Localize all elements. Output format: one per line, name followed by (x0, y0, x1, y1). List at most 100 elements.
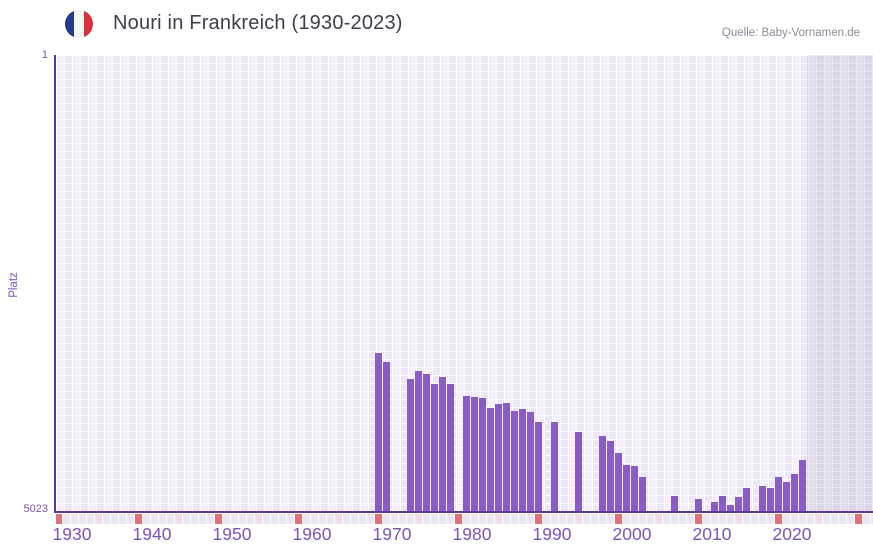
timeline-tick (751, 514, 758, 524)
bar-2000[interactable] (631, 466, 638, 511)
timeline-tick (367, 514, 374, 524)
bar-2018[interactable] (775, 477, 782, 511)
timeline-tick (471, 514, 478, 524)
timeline-tick (375, 514, 382, 524)
timeline-tick (215, 514, 222, 524)
bar-1977[interactable] (447, 383, 454, 511)
bar-2011[interactable] (719, 496, 726, 511)
timeline-tick (863, 514, 870, 524)
timeline-tick (87, 514, 94, 524)
timeline-tick (479, 514, 486, 524)
bar-1975[interactable] (431, 383, 438, 511)
timeline-tick (191, 514, 198, 524)
bar-2005[interactable] (671, 496, 678, 511)
timeline-tick (767, 514, 774, 524)
timeline-tick (255, 514, 262, 524)
timeline-tick (103, 514, 110, 524)
bar-2010[interactable] (711, 502, 718, 511)
timeline-tick (791, 514, 798, 524)
flag-stripe-red (83, 10, 93, 38)
bar-2019[interactable] (783, 482, 790, 511)
timeline-tick (431, 514, 438, 524)
bar-2012[interactable] (727, 504, 734, 511)
bar-1974[interactable] (423, 373, 430, 511)
timeline-tick (815, 514, 822, 524)
timeline-tick (503, 514, 510, 524)
timeline-tick (143, 514, 150, 524)
timeline-tick (263, 514, 270, 524)
chart-title: Nouri in Frankreich (1930-2023) (113, 12, 403, 34)
timeline-tick (439, 514, 446, 524)
bar-1993[interactable] (575, 431, 582, 511)
bar-2001[interactable] (639, 477, 646, 511)
timeline-tick (287, 514, 294, 524)
timeline-tick (383, 514, 390, 524)
bar-1976[interactable] (439, 377, 446, 511)
y-axis-line (54, 55, 56, 513)
bar-1979[interactable] (463, 396, 470, 511)
bar-2017[interactable] (767, 488, 774, 511)
bar-1997[interactable] (607, 440, 614, 511)
bar-1968[interactable] (375, 353, 382, 511)
bar-1987[interactable] (527, 411, 534, 511)
x-tick-label-1970: 1970 (372, 524, 412, 544)
bar-1973[interactable] (415, 371, 422, 511)
bar-1984[interactable] (503, 402, 510, 511)
bar-2020[interactable] (791, 474, 798, 511)
timeline-tick (583, 514, 590, 524)
bar-1998[interactable] (615, 452, 622, 511)
bar-1981[interactable] (479, 397, 486, 511)
bar-1985[interactable] (511, 410, 518, 511)
x-tick-label-1980: 1980 (452, 524, 492, 544)
timeline-tick (415, 514, 422, 524)
timeline-tick (423, 514, 430, 524)
bar-1982[interactable] (487, 407, 494, 511)
timeline-tick (591, 514, 598, 524)
x-axis-line (54, 511, 873, 513)
bar-2016[interactable] (759, 485, 766, 511)
timeline-tick (279, 514, 286, 524)
timeline-tick (239, 514, 246, 524)
timeline-tick (487, 514, 494, 524)
plot-area (56, 55, 873, 511)
timeline-tick (639, 514, 646, 524)
timeline-tick (295, 514, 302, 524)
bar-2021[interactable] (799, 460, 806, 511)
timeline-tick (615, 514, 622, 524)
x-tick-label-1950: 1950 (212, 524, 252, 544)
x-tick-label-1930: 1930 (52, 524, 92, 544)
timeline-tick (775, 514, 782, 524)
timeline-tick (567, 514, 574, 524)
bar-2014[interactable] (743, 488, 750, 511)
timeline-tick (167, 514, 174, 524)
bar-1990[interactable] (551, 421, 558, 511)
bar-2008[interactable] (695, 499, 702, 511)
timeline-tick (495, 514, 502, 524)
timeline-tick (655, 514, 662, 524)
timeline-tick (647, 514, 654, 524)
flag-stripe-blue (65, 10, 75, 38)
timeline-tick (671, 514, 678, 524)
bar-1999[interactable] (623, 464, 630, 511)
bar-1986[interactable] (519, 408, 526, 511)
bar-1980[interactable] (471, 397, 478, 511)
timeline-tick (391, 514, 398, 524)
x-tick-label-1940: 1940 (132, 524, 172, 544)
timeline-tick (527, 514, 534, 524)
timeline-tick (199, 514, 206, 524)
timeline-tick (623, 514, 630, 524)
timeline-tick (319, 514, 326, 524)
timeline-tick (151, 514, 158, 524)
timeline-tick (56, 514, 62, 524)
bar-1969[interactable] (383, 362, 390, 511)
bar-1972[interactable] (407, 379, 414, 511)
bar-2013[interactable] (735, 497, 742, 511)
bar-1983[interactable] (495, 403, 502, 511)
bar-1988[interactable] (535, 421, 542, 511)
bar-1996[interactable] (599, 435, 606, 511)
timeline-tick (559, 514, 566, 524)
x-tick-label-2020: 2020 (772, 524, 812, 544)
y-axis-title: Platz (8, 272, 20, 298)
timeline-tick-strip (56, 514, 873, 524)
